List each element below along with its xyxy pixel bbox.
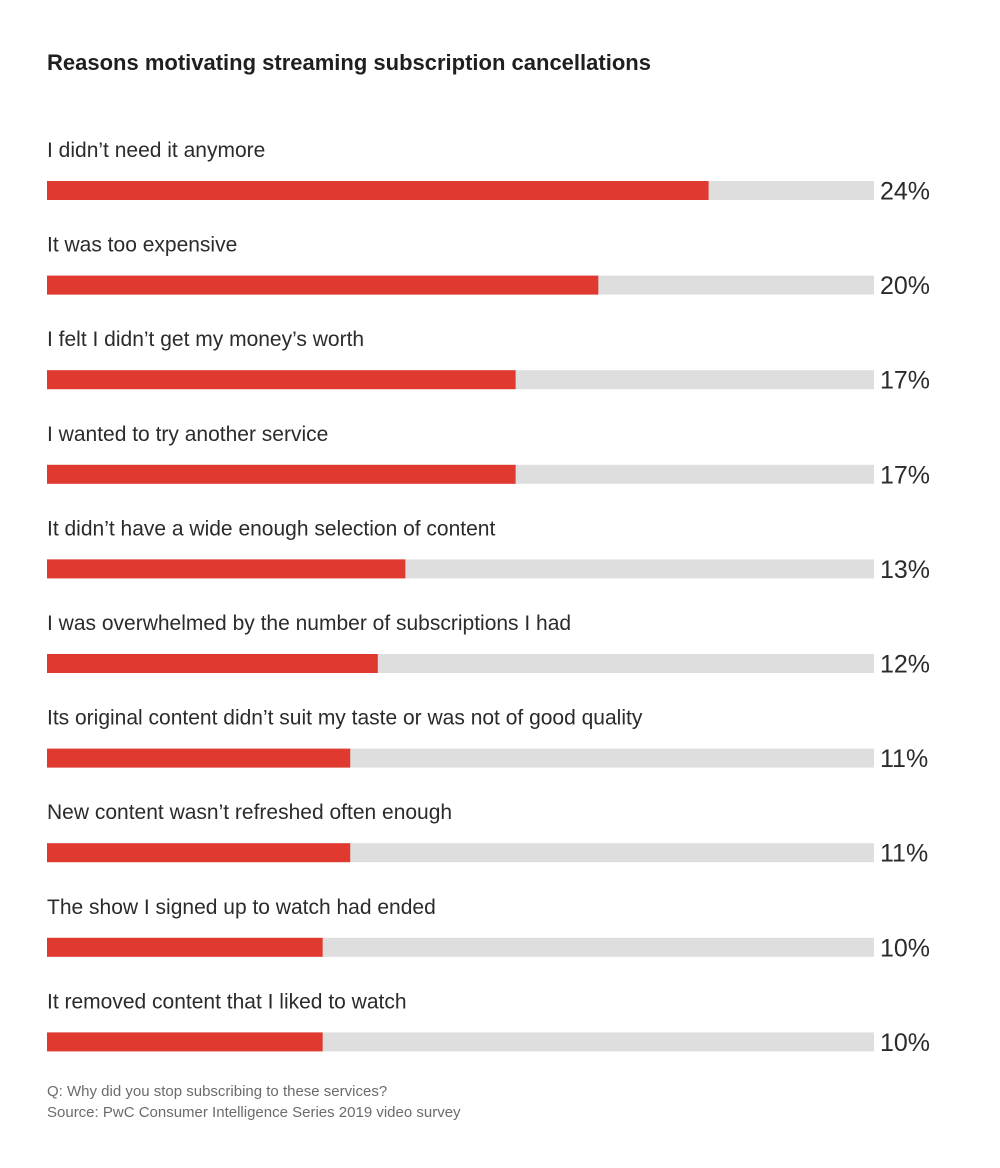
bar	[47, 559, 406, 579]
category-label: New content wasn’t refreshed often enoug…	[47, 801, 452, 824]
category-label: It didn’t have a wide enough selection o…	[47, 517, 495, 540]
bar-group: New content wasn’t refreshed often enoug…	[47, 801, 928, 868]
category-label: It was too expensive	[47, 234, 237, 257]
value-label: 10%	[880, 1029, 930, 1057]
bar	[47, 654, 378, 673]
bar-group: Its original content didn’t suit my tast…	[47, 707, 928, 773]
category-label: I wanted to try another service	[47, 423, 328, 446]
bar	[47, 464, 516, 484]
value-label: 10%	[880, 934, 930, 962]
chart-title: Reasons motivating streaming subscriptio…	[47, 50, 651, 75]
footnote-source: Source: PwC Consumer Intelligence Series…	[47, 1104, 461, 1121]
value-label: 20%	[880, 272, 930, 300]
bar	[47, 181, 709, 200]
bar-group: I was overwhelmed by the number of subsc…	[47, 612, 930, 679]
bar-group: I didn’t need it anymore 24%	[47, 139, 930, 206]
value-label: 17%	[880, 461, 930, 489]
bar-group: It removed content that I liked to watch…	[47, 990, 930, 1057]
bar-group: The show I signed up to watch had ended 1…	[47, 896, 930, 962]
value-label: 17%	[880, 367, 930, 395]
bar-group: It didn’t have a wide enough selection o…	[47, 517, 930, 584]
bar	[47, 370, 516, 390]
bar-group: I felt I didn’t get my money’s worth 17%	[47, 328, 930, 395]
value-label: 12%	[880, 651, 930, 679]
bar	[47, 748, 351, 768]
value-label: 13%	[880, 556, 930, 584]
category-label: It removed content that I liked to watch	[47, 990, 407, 1013]
bar-group: I wanted to try another service 17%	[47, 423, 930, 489]
value-label: 11%	[880, 745, 928, 773]
value-label: 11%	[880, 840, 928, 868]
category-label: I didn’t need it anymore	[47, 139, 265, 162]
category-label: The show I signed up to watch had ended	[47, 896, 436, 919]
bar	[47, 1032, 323, 1052]
bar-group: It was too expensive 20%	[47, 234, 930, 300]
value-label: 24%	[880, 178, 930, 206]
category-label: Its original content didn’t suit my tast…	[47, 707, 643, 730]
bar	[47, 275, 599, 295]
bar	[47, 843, 351, 863]
footnote-question: Q: Why did you stop subscribing to these…	[47, 1083, 388, 1100]
bar	[47, 937, 323, 957]
category-label: I was overwhelmed by the number of subsc…	[47, 612, 571, 635]
category-label: I felt I didn’t get my money’s worth	[47, 328, 364, 351]
